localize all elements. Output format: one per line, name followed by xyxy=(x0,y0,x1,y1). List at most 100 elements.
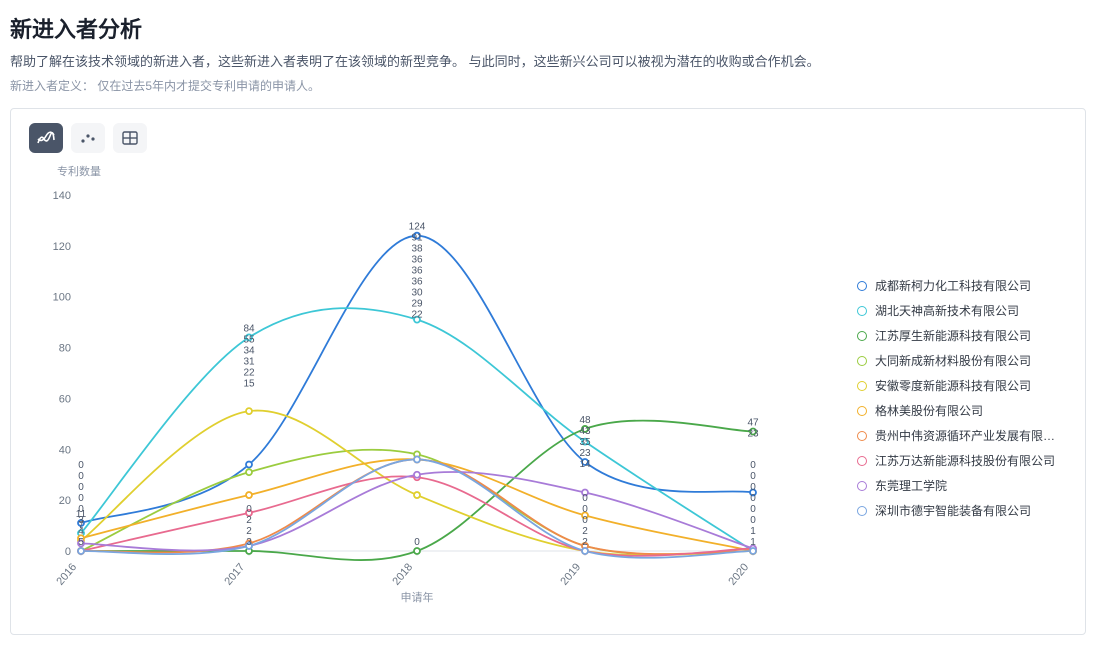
value-label: 29 xyxy=(411,298,423,309)
legend-swatch xyxy=(857,406,867,416)
value-label: 36 xyxy=(411,276,423,287)
series-marker xyxy=(78,548,84,554)
value-label: 0 xyxy=(246,504,252,515)
svg-text:20: 20 xyxy=(59,495,71,507)
svg-text:100: 100 xyxy=(53,292,71,304)
value-label: 0 xyxy=(750,493,756,504)
value-label: 0 xyxy=(78,471,84,482)
legend-item[interactable]: 贵州中伟资源循环产业发展有限… xyxy=(857,427,1067,444)
legend-item[interactable]: 安徽零度新能源科技有限公司 xyxy=(857,377,1067,394)
value-label: 0 xyxy=(750,515,756,526)
value-label: 35 xyxy=(579,437,591,448)
value-label: 3 xyxy=(78,515,84,526)
value-label: 2 xyxy=(246,515,252,526)
legend-label: 安徽零度新能源科技有限公司 xyxy=(875,377,1031,394)
toolbar-scatter-chart-button[interactable] xyxy=(71,123,105,153)
value-label: 0 xyxy=(78,493,84,504)
legend-swatch xyxy=(857,481,867,491)
value-label: 5 xyxy=(78,537,84,548)
series-marker xyxy=(750,548,756,554)
svg-text:60: 60 xyxy=(59,393,71,405)
svg-text:2016: 2016 xyxy=(54,561,79,587)
legend-item[interactable]: 东莞理工学院 xyxy=(857,477,1067,494)
value-label: 84 xyxy=(243,323,255,334)
value-label: 91 xyxy=(411,232,423,243)
svg-text:2018: 2018 xyxy=(390,561,415,587)
value-label: 43 xyxy=(579,426,591,437)
value-label: 4 xyxy=(78,526,84,537)
series-line xyxy=(81,410,753,555)
series-marker xyxy=(414,548,420,554)
value-label: 30 xyxy=(411,287,423,298)
legend-item[interactable]: 江苏万达新能源科技股份有限公司 xyxy=(857,452,1067,469)
value-label: 55 xyxy=(243,334,255,345)
value-label: 0 xyxy=(414,537,420,548)
value-label: 0 xyxy=(78,482,84,493)
value-label: 0 xyxy=(750,471,756,482)
value-label: 36 xyxy=(411,254,423,265)
page-title: 新进入者分析 xyxy=(10,12,1086,44)
value-label: 14 xyxy=(579,459,591,470)
legend-item[interactable]: 湖北天神高新技术有限公司 xyxy=(857,302,1067,319)
value-label: 0 xyxy=(582,493,588,504)
value-label: 23 xyxy=(579,448,591,459)
legend-swatch xyxy=(857,381,867,391)
value-label: 0 xyxy=(750,504,756,515)
legend-swatch xyxy=(857,506,867,516)
value-label: 15 xyxy=(243,378,255,389)
legend-swatch xyxy=(857,281,867,291)
value-label: 0 xyxy=(750,460,756,471)
legend-swatch xyxy=(857,306,867,316)
svg-text:2017: 2017 xyxy=(222,561,247,587)
page-subtitle: 帮助了解在该技术领域的新进入者，这些新进入者表明了在该领域的新型竞争。 与此同时… xyxy=(10,52,1086,73)
scatter-chart-icon xyxy=(79,131,97,145)
svg-text:80: 80 xyxy=(59,342,71,354)
value-label: 23 xyxy=(747,428,759,439)
legend-swatch xyxy=(857,456,867,466)
toolbar-line-chart-button[interactable] xyxy=(29,123,63,153)
value-label: 0 xyxy=(582,515,588,526)
svg-text:申请年: 申请年 xyxy=(401,590,434,604)
legend-item[interactable]: 大同新成新材料股份有限公司 xyxy=(857,352,1067,369)
line-chart-svg: 02040608010012014020162017201820192020申请… xyxy=(29,181,769,611)
chart-toolbar xyxy=(29,123,1067,153)
series-marker xyxy=(246,461,252,467)
toolbar-table-button[interactable] xyxy=(113,123,147,153)
value-label: 22 xyxy=(243,367,255,378)
series-marker xyxy=(582,548,588,554)
legend-item[interactable]: 成都新柯力化工科技有限公司 xyxy=(857,277,1067,294)
legend-swatch xyxy=(857,431,867,441)
svg-text:0: 0 xyxy=(65,546,71,558)
table-icon xyxy=(122,131,138,145)
series-marker xyxy=(246,492,252,498)
series-marker xyxy=(414,492,420,498)
chart-legend: 成都新柯力化工科技有限公司湖北天神高新技术有限公司江苏厚生新能源科技有限公司大同… xyxy=(857,181,1067,616)
value-label: 2 xyxy=(582,537,588,548)
value-label: 38 xyxy=(411,243,423,254)
legend-item[interactable]: 格林美股份有限公司 xyxy=(857,402,1067,419)
value-label: 2 xyxy=(246,526,252,537)
legend-label: 深圳市德宇智能装备有限公司 xyxy=(875,502,1031,519)
value-label: 22 xyxy=(411,309,423,320)
value-label: 47 xyxy=(747,417,759,428)
value-label: 36 xyxy=(411,265,423,276)
legend-item[interactable]: 江苏厚生新能源科技有限公司 xyxy=(857,327,1067,344)
value-label: 0 xyxy=(582,504,588,515)
line-chart-icon xyxy=(37,131,55,145)
series-line xyxy=(81,308,753,551)
value-label: 0 xyxy=(78,504,84,515)
legend-swatch xyxy=(857,356,867,366)
value-label: 1 xyxy=(750,537,756,548)
page-definition: 新进入者定义： 仅在过去5年内才提交专利申请的申请人。 xyxy=(10,77,1086,94)
value-label: 34 xyxy=(243,345,255,356)
value-label: 124 xyxy=(409,221,426,232)
legend-item[interactable]: 深圳市德宇智能装备有限公司 xyxy=(857,502,1067,519)
svg-text:2020: 2020 xyxy=(726,561,751,587)
value-label: 0 xyxy=(750,482,756,493)
y-axis-title: 专利数量 xyxy=(57,163,1067,179)
value-label: 48 xyxy=(579,415,591,426)
legend-label: 格林美股份有限公司 xyxy=(875,402,983,419)
legend-label: 大同新成新材料股份有限公司 xyxy=(875,352,1031,369)
legend-label: 成都新柯力化工科技有限公司 xyxy=(875,277,1031,294)
svg-text:140: 140 xyxy=(53,190,71,202)
